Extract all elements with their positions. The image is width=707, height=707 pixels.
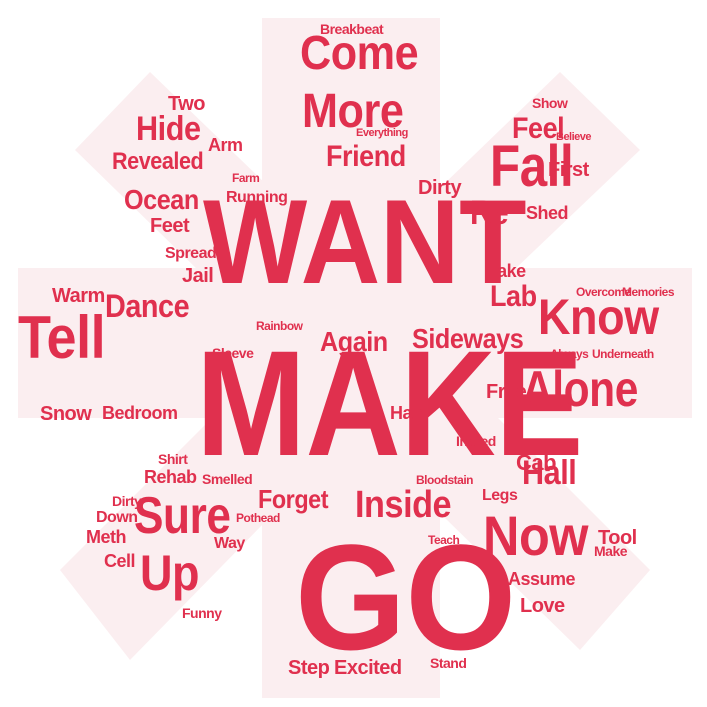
word-make-small: Make <box>594 543 628 559</box>
word-inbred: Inbred <box>456 433 496 449</box>
word-tell: Tell <box>18 304 106 371</box>
word-stand: Stand <box>430 655 467 671</box>
word-alone: Alone <box>522 361 638 417</box>
word-tool: Tool <box>598 527 637 549</box>
word-warm: Warm <box>52 285 105 307</box>
word-feel: Feel <box>512 112 565 145</box>
word-come: Come <box>300 27 419 80</box>
word-more: More <box>302 85 404 138</box>
word-farm: Farm <box>232 171 260 185</box>
word-down: Down <box>96 509 138 526</box>
word-again: Again <box>320 326 388 357</box>
word-jail: Jail <box>182 265 214 287</box>
star-shape <box>18 18 692 698</box>
word-meth: Meth <box>86 527 127 547</box>
word-shed: Shed <box>526 203 569 223</box>
word-legs: Legs <box>482 487 518 504</box>
word-cab: Cab <box>516 450 557 475</box>
word-hall: Hall <box>522 454 577 492</box>
word-know: Know <box>538 289 659 345</box>
word-up: Up <box>140 545 200 601</box>
word-believe: Believe <box>556 131 592 143</box>
word-fall: Fall <box>490 134 574 199</box>
word-always: Always <box>550 347 589 361</box>
word-ocean: Ocean <box>124 184 199 215</box>
word-sideways: Sideways <box>412 323 524 354</box>
word-now: Now <box>483 504 589 567</box>
word-love: Love <box>520 595 565 617</box>
word-dirty: Dirty <box>418 177 462 199</box>
word-snow: Snow <box>40 403 92 425</box>
word-pothead: Pothead <box>236 511 280 525</box>
word-spread: Spread <box>165 245 217 262</box>
word-re: Re <box>470 194 509 232</box>
word-breakbeat: Breakbeat <box>320 21 384 37</box>
word-dance: Dance <box>105 288 190 324</box>
word-friend: Friend <box>326 140 406 173</box>
word-bedroom: Bedroom <box>102 403 178 423</box>
word-hair: Hair <box>390 403 424 423</box>
word-two: Two <box>168 93 206 115</box>
word-memories: Memories <box>622 285 675 299</box>
word-funny: Funny <box>182 605 222 621</box>
word-underneath: Underneath <box>592 347 654 361</box>
word-running: Running <box>226 189 288 206</box>
word-lab: Lab <box>490 280 537 313</box>
word-excited: Excited <box>334 657 402 679</box>
word-want: WANT <box>203 175 527 309</box>
word-take: Take <box>488 261 526 281</box>
word-show: Show <box>532 95 568 111</box>
word-feet: Feet <box>150 215 190 237</box>
word-teach: Teach <box>428 533 460 547</box>
word-go: GO <box>295 513 516 681</box>
word-everything: Everything <box>356 127 408 139</box>
word-way: Way <box>214 535 245 552</box>
word-dirty-small: Dirty <box>112 493 142 509</box>
word-forget: Forget <box>258 484 329 514</box>
word-inside: Inside <box>355 484 452 526</box>
word-step: Step <box>288 657 330 679</box>
word-rehab: Rehab <box>144 467 197 487</box>
word-bloodstain: Bloodstain <box>416 473 474 487</box>
word-arm: Arm <box>208 135 243 155</box>
word-sleeve: Sleeve <box>212 345 254 361</box>
word-rainbow: Rainbow <box>256 319 303 333</box>
word-make: MAKE <box>196 319 583 487</box>
word-shirt: Shirt <box>158 451 188 467</box>
word-overcome: Overcome <box>576 285 631 299</box>
word-revealed: Revealed <box>112 148 204 175</box>
word-first: First <box>548 159 589 181</box>
word-free: Free <box>486 381 527 403</box>
word-hide: Hide <box>136 110 201 148</box>
word-sure: Sure <box>134 487 231 545</box>
word-smelled: Smelled <box>202 471 253 487</box>
word-cell: Cell <box>104 551 136 571</box>
word-assume: Assume <box>508 569 576 589</box>
